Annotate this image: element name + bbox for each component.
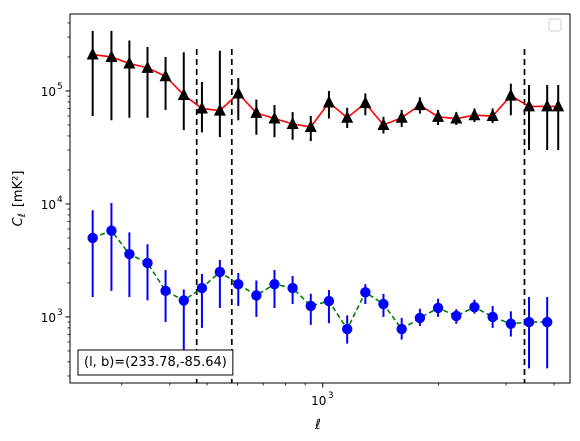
plot-area: 10 310 310 410 5	[41, 13, 571, 408]
y-label-unit: [mK²]	[11, 171, 26, 208]
y-tick-label-exponent: 3	[57, 308, 63, 318]
data-point	[432, 302, 444, 314]
annotation-frame	[77, 349, 234, 376]
data-point	[552, 99, 565, 112]
data-point	[395, 110, 408, 123]
data-point	[504, 88, 517, 101]
data-point	[86, 47, 99, 60]
data-point	[196, 282, 208, 294]
data-point	[468, 108, 481, 121]
data-point	[142, 257, 153, 269]
data-point	[268, 111, 281, 124]
data-point	[305, 300, 316, 312]
y-axis-label: Cℓ [mK²]	[11, 171, 28, 227]
y-tick-label: 10	[41, 85, 56, 99]
x-tick-label: 10	[311, 394, 326, 408]
data-point	[286, 117, 299, 129]
data-point	[322, 95, 335, 108]
data-point	[523, 316, 535, 328]
data-point	[487, 311, 498, 323]
data-point	[341, 323, 353, 335]
data-point	[87, 232, 98, 244]
data-point	[250, 105, 263, 118]
data-point	[233, 278, 244, 290]
y-tick-label-exponent: 4	[57, 195, 63, 205]
data-point	[413, 98, 426, 111]
data-point	[195, 101, 208, 114]
axes-frame	[69, 13, 571, 384]
y-tick-label: 10	[41, 198, 56, 212]
data-point	[141, 60, 154, 73]
data-point	[232, 86, 245, 99]
data-point	[304, 119, 317, 132]
data-point	[414, 312, 426, 324]
data-point	[287, 282, 298, 294]
y-label-subscript: ℓ	[17, 213, 28, 217]
annotation-box: (l, b)=(233.78,-85.64)	[77, 349, 234, 376]
data-point	[159, 69, 172, 82]
y-tick-label: 10	[41, 311, 56, 325]
data-point	[359, 96, 372, 109]
data-point	[323, 295, 335, 307]
data-point	[451, 310, 462, 322]
annotation-text: (l, b)=(233.78,-85.64)	[84, 355, 227, 370]
data-point	[469, 301, 480, 313]
data-point	[269, 278, 280, 290]
data-point	[432, 109, 445, 122]
data-point	[178, 295, 189, 306]
y-label-main: C	[11, 216, 26, 226]
data-point	[124, 248, 135, 260]
data-point	[123, 56, 136, 69]
data-point	[450, 111, 463, 124]
data-point	[377, 117, 390, 130]
series-1	[86, 30, 565, 151]
data-point	[396, 323, 407, 335]
data-point	[105, 49, 118, 62]
data-point	[541, 99, 554, 112]
data-point	[251, 290, 262, 301]
data-point	[505, 318, 517, 329]
x-tick-label-exponent: 3	[328, 391, 334, 401]
data-point	[177, 88, 190, 101]
legend-box	[548, 18, 562, 32]
data-point	[486, 109, 499, 122]
data-point	[213, 103, 226, 116]
data-point	[360, 287, 371, 298]
data-point	[106, 225, 117, 236]
data-point	[523, 99, 536, 112]
series-2	[87, 202, 553, 369]
data-point	[378, 298, 389, 310]
x-axis-label: ℓ	[314, 417, 321, 433]
data-point	[541, 316, 553, 328]
data-point	[341, 110, 354, 123]
y-tick-label-exponent: 5	[57, 82, 63, 92]
data-point	[214, 266, 226, 278]
data-point	[160, 285, 171, 297]
